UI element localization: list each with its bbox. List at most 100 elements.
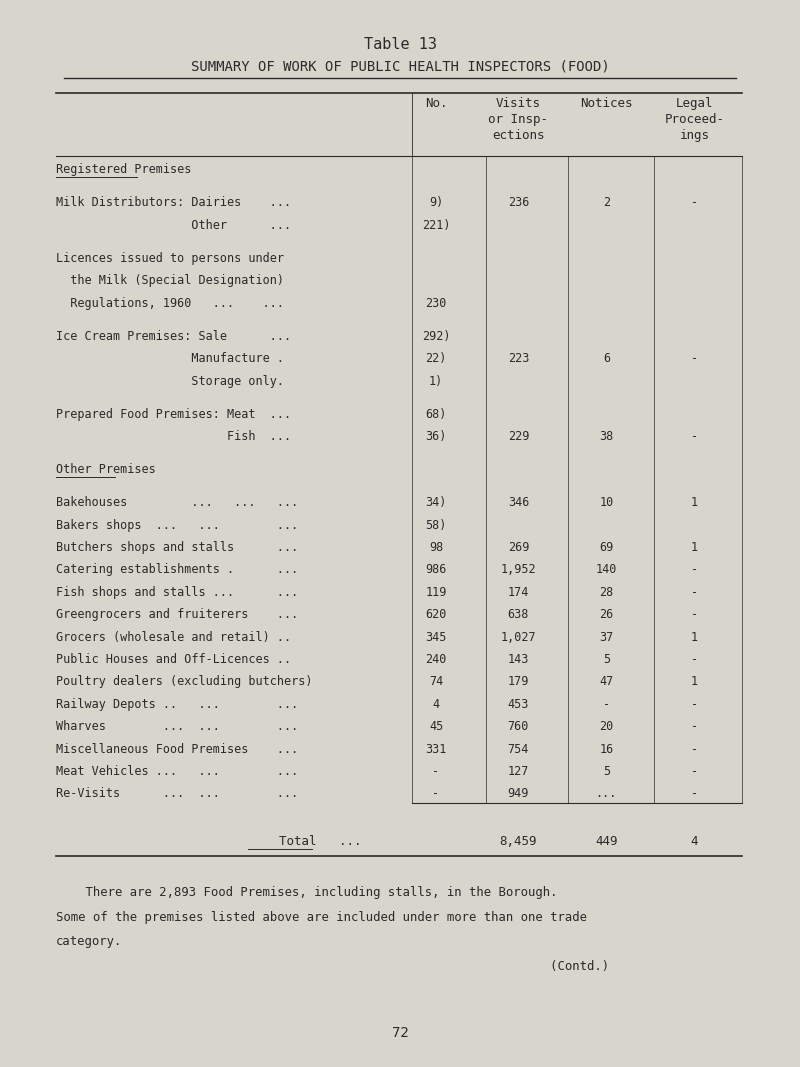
Text: 1: 1 — [691, 675, 698, 688]
Text: 4: 4 — [433, 698, 439, 711]
Text: 449: 449 — [595, 835, 618, 848]
Text: -: - — [691, 430, 698, 443]
Text: -: - — [691, 720, 698, 733]
Text: Registered Premises: Registered Premises — [56, 163, 191, 176]
Text: Manufacture .: Manufacture . — [56, 352, 284, 365]
Text: Greengrocers and fruiterers    ...: Greengrocers and fruiterers ... — [56, 608, 298, 621]
Text: 16: 16 — [599, 743, 614, 755]
Text: 34): 34) — [426, 496, 446, 509]
Text: -: - — [691, 743, 698, 755]
Text: Visits
or Insp-
ections: Visits or Insp- ections — [488, 97, 549, 142]
Text: -: - — [691, 586, 698, 599]
Text: Fish  ...: Fish ... — [56, 430, 291, 443]
Text: 9): 9) — [429, 196, 443, 209]
Text: Meat Vehicles ...   ...        ...: Meat Vehicles ... ... ... — [56, 765, 298, 778]
Text: Bakers shops  ...   ...        ...: Bakers shops ... ... ... — [56, 519, 298, 531]
Text: 986: 986 — [426, 563, 446, 576]
Text: Notices: Notices — [580, 97, 633, 110]
Text: Wharves        ...  ...        ...: Wharves ... ... ... — [56, 720, 298, 733]
Text: Regulations, 1960   ...    ...: Regulations, 1960 ... ... — [56, 297, 284, 309]
Text: 5: 5 — [603, 765, 610, 778]
Text: 754: 754 — [508, 743, 529, 755]
Text: -: - — [691, 765, 698, 778]
Text: -: - — [603, 698, 610, 711]
Text: -: - — [691, 563, 698, 576]
Text: 119: 119 — [426, 586, 446, 599]
Text: 236: 236 — [508, 196, 529, 209]
Text: 453: 453 — [508, 698, 529, 711]
Text: Catering establishments .      ...: Catering establishments . ... — [56, 563, 298, 576]
Text: Ice Cream Premises: Sale      ...: Ice Cream Premises: Sale ... — [56, 330, 291, 343]
Text: Fish shops and stalls ...      ...: Fish shops and stalls ... ... — [56, 586, 298, 599]
Text: Milk Distributors: Dairies    ...: Milk Distributors: Dairies ... — [56, 196, 291, 209]
Text: 10: 10 — [599, 496, 614, 509]
Text: Legal
Proceed-
ings: Legal Proceed- ings — [664, 97, 725, 142]
Text: -: - — [691, 698, 698, 711]
Text: 72: 72 — [392, 1026, 408, 1040]
Text: 331: 331 — [426, 743, 446, 755]
Text: 22): 22) — [426, 352, 446, 365]
Text: 1,952: 1,952 — [501, 563, 536, 576]
Text: 58): 58) — [426, 519, 446, 531]
Text: 229: 229 — [508, 430, 529, 443]
Text: 6: 6 — [603, 352, 610, 365]
Text: 345: 345 — [426, 631, 446, 643]
Text: 760: 760 — [508, 720, 529, 733]
Text: 47: 47 — [599, 675, 614, 688]
Text: 223: 223 — [508, 352, 529, 365]
Text: 37: 37 — [599, 631, 614, 643]
Text: 74: 74 — [429, 675, 443, 688]
Text: 240: 240 — [426, 653, 446, 666]
Text: ...: ... — [596, 787, 617, 800]
Text: 638: 638 — [508, 608, 529, 621]
Text: 69: 69 — [599, 541, 614, 554]
Text: Prepared Food Premises: Meat  ...: Prepared Food Premises: Meat ... — [56, 408, 291, 420]
Text: 1): 1) — [429, 375, 443, 387]
Text: 45: 45 — [429, 720, 443, 733]
Text: Licences issued to persons under: Licences issued to persons under — [56, 252, 284, 265]
Text: Some of the premises listed above are included under more than one trade: Some of the premises listed above are in… — [56, 911, 587, 924]
Text: 179: 179 — [508, 675, 529, 688]
Text: 1: 1 — [691, 631, 698, 643]
Text: Re-Visits      ...  ...        ...: Re-Visits ... ... ... — [56, 787, 298, 800]
Text: 98: 98 — [429, 541, 443, 554]
Text: There are 2,893 Food Premises, including stalls, in the Borough.: There are 2,893 Food Premises, including… — [56, 887, 558, 899]
Text: -: - — [433, 787, 439, 800]
Text: 1: 1 — [691, 541, 698, 554]
Text: 346: 346 — [508, 496, 529, 509]
Text: Storage only.: Storage only. — [56, 375, 284, 387]
Text: 2: 2 — [603, 196, 610, 209]
Text: SUMMARY OF WORK OF PUBLIC HEALTH INSPECTORS (FOOD): SUMMARY OF WORK OF PUBLIC HEALTH INSPECT… — [190, 60, 610, 74]
Text: 620: 620 — [426, 608, 446, 621]
Text: 174: 174 — [508, 586, 529, 599]
Text: Total   ...: Total ... — [278, 835, 362, 848]
Text: Public Houses and Off-Licences ..: Public Houses and Off-Licences .. — [56, 653, 291, 666]
Text: Other      ...: Other ... — [56, 219, 291, 232]
Text: Poultry dealers (excluding butchers): Poultry dealers (excluding butchers) — [56, 675, 313, 688]
Text: No.: No. — [425, 97, 447, 110]
Text: 292): 292) — [422, 330, 450, 343]
Text: category.: category. — [56, 936, 122, 949]
Text: 1,027: 1,027 — [501, 631, 536, 643]
Text: Railway Depots ..   ...        ...: Railway Depots .. ... ... — [56, 698, 298, 711]
Text: Other Premises: Other Premises — [56, 463, 156, 476]
Text: 4: 4 — [690, 835, 698, 848]
Text: 1: 1 — [691, 496, 698, 509]
Text: -: - — [691, 608, 698, 621]
Text: -: - — [691, 196, 698, 209]
Text: 8,459: 8,459 — [500, 835, 537, 848]
Text: 28: 28 — [599, 586, 614, 599]
Text: 949: 949 — [508, 787, 529, 800]
Text: (Contd.): (Contd.) — [56, 960, 609, 973]
Text: Table 13: Table 13 — [363, 37, 437, 52]
Text: 38: 38 — [599, 430, 614, 443]
Text: -: - — [691, 787, 698, 800]
Text: 221): 221) — [422, 219, 450, 232]
Text: -: - — [433, 765, 439, 778]
Text: 143: 143 — [508, 653, 529, 666]
Text: 5: 5 — [603, 653, 610, 666]
Text: Grocers (wholesale and retail) ..: Grocers (wholesale and retail) .. — [56, 631, 291, 643]
Text: 36): 36) — [426, 430, 446, 443]
Text: Bakehouses         ...   ...   ...: Bakehouses ... ... ... — [56, 496, 298, 509]
Text: -: - — [691, 653, 698, 666]
